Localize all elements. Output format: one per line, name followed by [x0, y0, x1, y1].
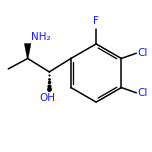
Text: F: F: [93, 16, 99, 26]
Polygon shape: [24, 43, 31, 59]
Text: Cl: Cl: [138, 88, 148, 98]
Text: OH: OH: [40, 93, 56, 103]
Text: NH₂: NH₂: [31, 32, 51, 42]
Text: Cl: Cl: [138, 48, 148, 58]
